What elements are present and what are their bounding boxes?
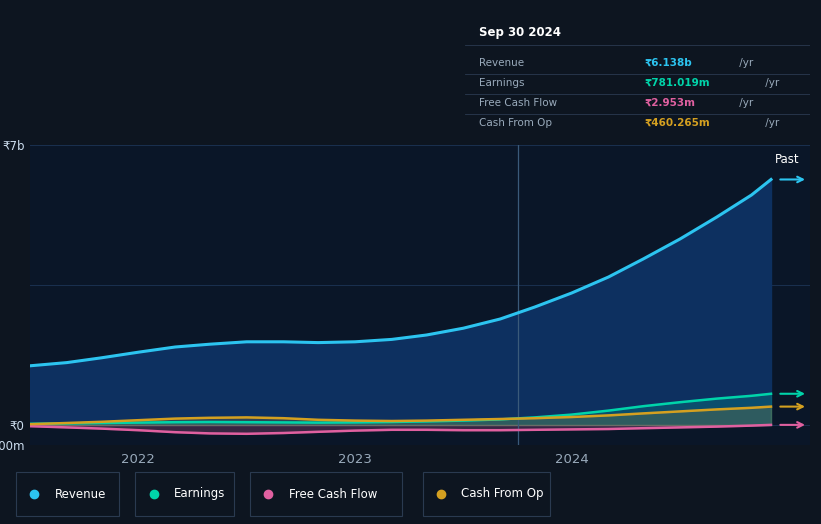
Text: Revenue: Revenue — [55, 487, 107, 500]
Text: ₹781.019m: ₹781.019m — [644, 78, 710, 88]
Text: Earnings: Earnings — [174, 487, 226, 500]
Text: Earnings: Earnings — [479, 78, 525, 88]
Text: Free Cash Flow: Free Cash Flow — [289, 487, 378, 500]
Text: /yr: /yr — [763, 78, 780, 88]
Text: ₹6.138b: ₹6.138b — [644, 58, 692, 68]
Text: Sep 30 2024: Sep 30 2024 — [479, 26, 561, 39]
Text: Revenue: Revenue — [479, 58, 524, 68]
Text: ₹2.953m: ₹2.953m — [644, 97, 695, 107]
Text: ₹460.265m: ₹460.265m — [644, 117, 710, 127]
Text: Cash From Op: Cash From Op — [479, 117, 552, 127]
Text: /yr: /yr — [736, 97, 754, 107]
Text: Cash From Op: Cash From Op — [461, 487, 544, 500]
Text: /yr: /yr — [763, 117, 780, 127]
Text: /yr: /yr — [736, 58, 754, 68]
Text: Past: Past — [774, 154, 799, 167]
Text: Free Cash Flow: Free Cash Flow — [479, 97, 557, 107]
